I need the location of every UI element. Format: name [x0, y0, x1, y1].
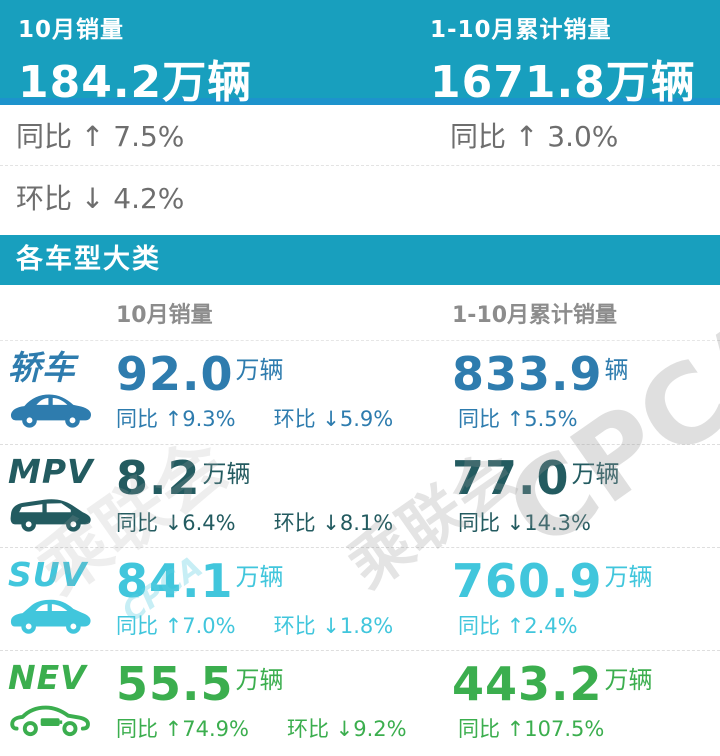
- sedan-label-block: 轿车: [0, 351, 104, 444]
- suv-month-mom: 环比 ↓1.8%: [273, 614, 394, 638]
- hero-cumulative-label: 1-10月累计销量: [430, 17, 612, 43]
- suv-cumulative-value: 760.9: [452, 554, 603, 608]
- nev-month-yoy: 同比 ↑74.9%: [116, 717, 249, 741]
- suv-month-value: 84.1: [116, 554, 234, 608]
- sedan-month-unit: 万辆: [235, 356, 284, 384]
- nev-name: NEV: [8, 658, 87, 697]
- sedan-cumulative-value: 833.9: [452, 347, 603, 401]
- mpv-month-unit: 万辆: [202, 460, 251, 488]
- table-row-suv: SUV 84.1 万辆 同比 ↑7.0% 环比 ↓1.8%: [0, 547, 720, 650]
- mpv-month-yoy: 同比 ↓6.4%: [116, 511, 236, 535]
- header-month-column: 10月销量: [116, 302, 213, 328]
- suv-label-block: SUV: [0, 558, 104, 650]
- sedan-cumulative-yoy: 同比 ↑5.5%: [458, 407, 578, 431]
- hero-banner: 10月销量 184.2 万辆 1-10月累计销量 1671.8 万辆: [0, 0, 720, 108]
- table-row-mpv: MPV 8.2 万辆 同比 ↓6.4% 环比 ↓8.1%: [0, 444, 720, 547]
- mpv-cumulative-value: 77.0: [452, 451, 570, 505]
- hero-october-value: 184.2: [18, 57, 163, 108]
- header-cumulative-column: 1-10月累计销量: [452, 302, 618, 328]
- hero-cumulative-value: 1671.8: [430, 57, 606, 108]
- october-yoy-text: 同比 ↑ 7.5%: [16, 120, 185, 153]
- hero-october-label: 10月销量: [18, 17, 125, 43]
- sedan-name: 轿车: [8, 348, 76, 387]
- hero-cumulative: 1-10月累计销量 1671.8 万辆: [430, 0, 720, 108]
- nev-month-cell: 55.5 万辆 同比 ↑74.9% 环比 ↓9.2%: [104, 661, 440, 753]
- suv-name: SUV: [8, 555, 88, 594]
- mpv-cumulative-cell: 77.0 万辆 同比 ↓14.3%: [440, 455, 720, 547]
- sedan-car-icon: [8, 387, 104, 433]
- mpv-month-mom: 环比 ↓8.1%: [273, 511, 394, 535]
- nev-cumulative-cell: 443.2 万辆 同比 ↑107.5%: [440, 661, 720, 753]
- october-mom-text: 环比 ↓ 4.2%: [16, 181, 185, 215]
- table-row-sedan: 轿车 92.0 万辆 同比 ↑9.3% 环比 ↓5.9%: [0, 341, 720, 444]
- nev-label-block: NEV: [0, 661, 104, 753]
- section-title: 各车型大类: [16, 244, 161, 275]
- suv-cumulative-cell: 760.9 万辆 同比 ↑2.4%: [440, 558, 720, 650]
- mpv-cumulative-unit: 万辆: [571, 460, 620, 488]
- nev-cumulative-value: 443.2: [452, 657, 603, 711]
- mpv-label-block: MPV: [0, 455, 104, 547]
- suv-cumulative-unit: 万辆: [604, 563, 653, 591]
- hero-cumulative-unit: 万辆: [605, 57, 696, 108]
- nev-cumulative-yoy: 同比 ↑107.5%: [458, 717, 605, 741]
- table-header: 10月销量 1-10月累计销量: [0, 285, 720, 341]
- section-title-banner: 各车型大类: [0, 235, 720, 285]
- sedan-month-mom: 环比 ↓5.9%: [273, 407, 394, 431]
- mpv-name: MPV: [8, 452, 94, 491]
- summary-row-mom: 环比 ↓ 4.2%: [0, 166, 720, 227]
- nev-month-mom: 环比 ↓9.2%: [286, 717, 407, 741]
- hero-october-valueline: 184.2 万辆: [18, 46, 430, 110]
- suv-month-unit: 万辆: [235, 563, 284, 591]
- mpv-month-cell: 8.2 万辆 同比 ↓6.4% 环比 ↓8.1%: [104, 455, 440, 547]
- nev-car-icon: [8, 697, 104, 743]
- sedan-month-yoy: 同比 ↑9.3%: [116, 407, 236, 431]
- hero-cumulative-valueline: 1671.8 万辆: [430, 46, 720, 110]
- suv-cumulative-yoy: 同比 ↑2.4%: [458, 614, 578, 638]
- summary-row-yoy: 同比 ↑ 7.5% 同比 ↑ 3.0%: [0, 105, 720, 166]
- nev-month-value: 55.5: [116, 657, 234, 711]
- mpv-month-value: 8.2: [116, 451, 201, 505]
- sedan-month-cell: 92.0 万辆 同比 ↑9.3% 环比 ↓5.9%: [104, 351, 440, 444]
- nev-month-unit: 万辆: [235, 666, 284, 694]
- sedan-month-value: 92.0: [116, 347, 234, 401]
- suv-car-icon: [8, 594, 104, 640]
- sedan-cumulative-cell: 833.9 辆 同比 ↑5.5%: [440, 351, 720, 444]
- hero-october-unit: 万辆: [162, 57, 253, 108]
- hero-october: 10月销量 184.2 万辆: [0, 0, 430, 108]
- suv-month-yoy: 同比 ↑7.0%: [116, 614, 236, 638]
- nev-cumulative-unit: 万辆: [604, 666, 653, 694]
- table-row-nev: NEV 55.5 万辆 同比 ↑74.9% 环比 ↓9.2%: [0, 650, 720, 753]
- mpv-cumulative-yoy: 同比 ↓14.3%: [458, 511, 591, 535]
- sedan-cumulative-unit: 辆: [604, 356, 629, 384]
- mpv-car-icon: [8, 491, 104, 537]
- cumulative-yoy-text: 同比 ↑ 3.0%: [450, 120, 619, 153]
- suv-month-cell: 84.1 万辆 同比 ↑7.0% 环比 ↓1.8%: [104, 558, 440, 650]
